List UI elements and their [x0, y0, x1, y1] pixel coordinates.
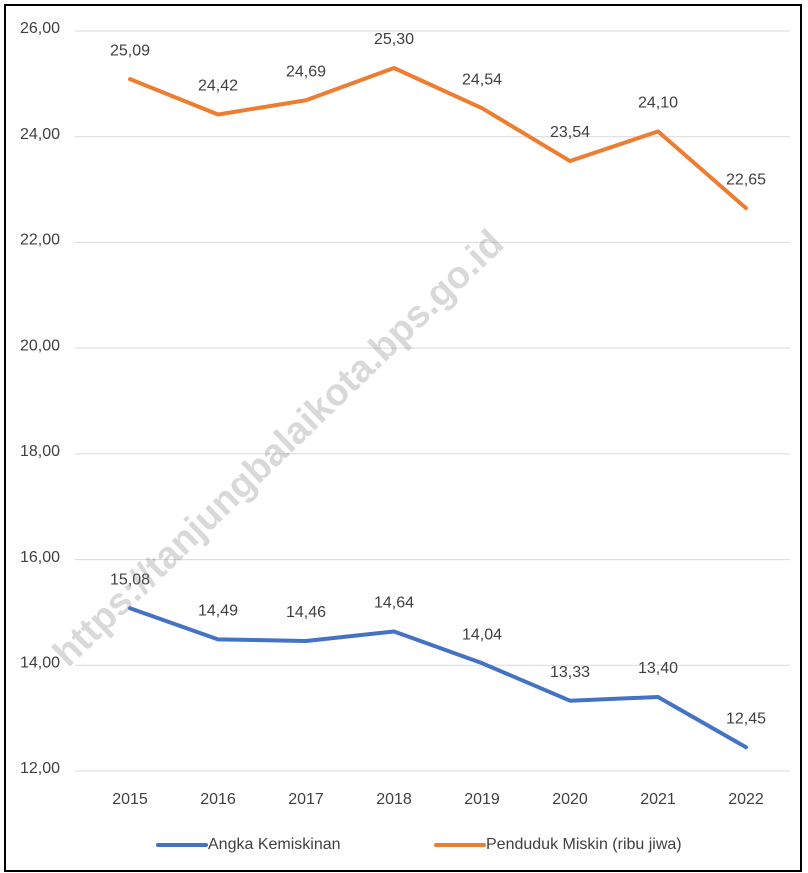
y-tick-label: 14,00: [20, 655, 60, 672]
data-label: 23,54: [550, 124, 590, 141]
y-tick-label: 18,00: [20, 443, 60, 460]
y-tick-label: 20,00: [20, 337, 60, 354]
x-tick-label: 2021: [640, 791, 676, 808]
x-tick-label: 2015: [112, 791, 148, 808]
x-tick-label: 2019: [464, 791, 500, 808]
line-series: [128, 606, 748, 750]
data-label: 14,04: [462, 626, 502, 643]
legend-label: Angka Kemiskinan: [208, 836, 341, 853]
data-label: 24,69: [286, 63, 326, 80]
data-label: 12,45: [726, 710, 766, 727]
legend-label: Penduduk Miskin (ribu jiwa): [486, 836, 682, 853]
line-series: [128, 66, 748, 211]
data-label: 13,33: [550, 664, 590, 681]
y-tick-label: 22,00: [20, 232, 60, 249]
data-label: 24,42: [198, 78, 238, 95]
y-tick-label: 12,00: [20, 760, 60, 777]
data-label: 15,08: [110, 571, 150, 588]
data-label: 14,46: [286, 604, 326, 621]
x-tick-label: 2016: [200, 791, 236, 808]
x-tick-label: 2018: [376, 791, 412, 808]
data-label: 14,49: [198, 603, 238, 620]
x-tick-label: 2020: [552, 791, 588, 808]
data-label: 24,54: [462, 71, 502, 88]
y-tick-label: 24,00: [20, 126, 60, 143]
data-label: 13,40: [638, 660, 678, 677]
y-tick-label: 26,00: [20, 20, 60, 37]
data-label: 25,09: [110, 42, 150, 59]
data-label: 22,65: [726, 171, 766, 188]
y-tick-label: 16,00: [20, 549, 60, 566]
x-tick-label: 2017: [288, 791, 324, 808]
chart-border: [4, 4, 802, 872]
data-label: 24,10: [638, 95, 678, 112]
data-label: 14,64: [374, 595, 414, 612]
data-label: 25,30: [374, 31, 414, 48]
x-tick-label: 2022: [728, 791, 764, 808]
